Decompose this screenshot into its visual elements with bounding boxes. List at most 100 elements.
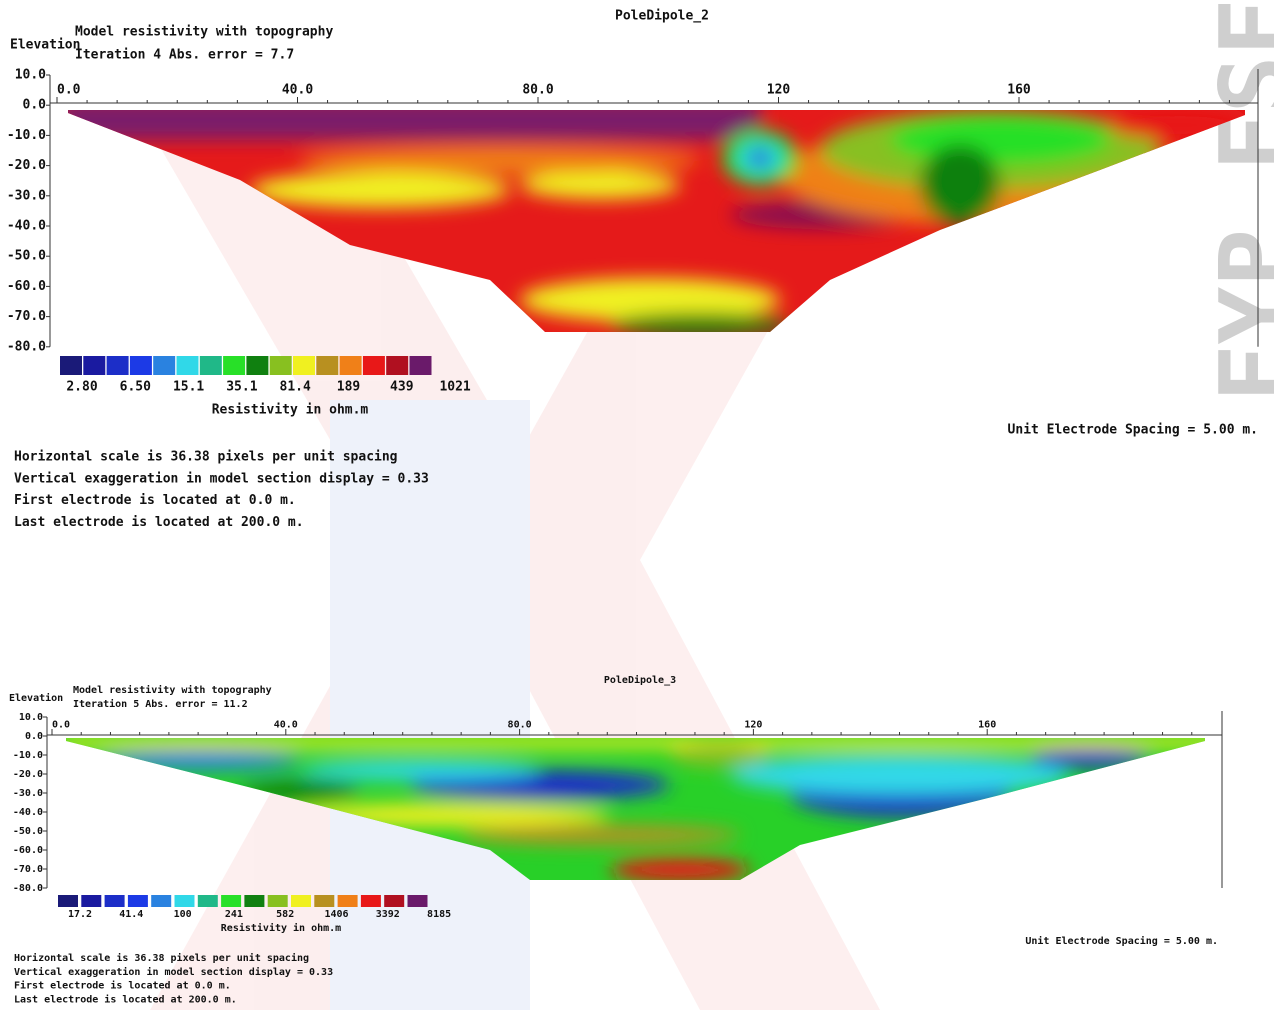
label: -70.0 xyxy=(13,864,43,875)
label: -60.0 xyxy=(13,845,43,856)
label: 17.2 xyxy=(68,909,92,920)
label: Last electrode is located at 200.0 m. xyxy=(14,993,237,1005)
legend-swatch xyxy=(223,356,246,375)
label: Resistivity in ohm.m xyxy=(221,922,341,934)
legend-swatch xyxy=(176,356,199,375)
label: Elevation xyxy=(9,692,63,704)
label: 3392 xyxy=(376,909,400,920)
label: Model resistivity with topography xyxy=(75,25,333,40)
label: Resistivity in ohm.m xyxy=(212,403,369,418)
legend-swatch xyxy=(293,356,315,375)
legend-swatch xyxy=(267,895,288,907)
label: 189 xyxy=(337,380,360,395)
legend-swatch xyxy=(153,356,176,375)
label: 40.0 xyxy=(274,719,298,730)
label: Elevation xyxy=(10,38,80,53)
label: 15.1 xyxy=(173,380,204,395)
label: -10.0 xyxy=(7,128,46,143)
label: -40.0 xyxy=(7,219,46,234)
label: 0.0 xyxy=(25,731,43,742)
label: Iteration 4 Abs. error = 7.7 xyxy=(75,48,294,63)
label: 241 xyxy=(225,909,243,920)
label: 2.80 xyxy=(66,380,97,395)
label: 10.0 xyxy=(19,712,43,723)
label: 80.0 xyxy=(522,83,553,98)
label: PoleDipole_2 xyxy=(615,9,709,24)
legend-swatch xyxy=(127,895,148,907)
label: 81.4 xyxy=(280,380,311,395)
label: Horizontal scale is 36.38 pixels per uni… xyxy=(14,450,398,465)
label: 0.0 xyxy=(23,98,47,113)
legend-swatch xyxy=(244,895,265,907)
label: First electrode is located at 0.0 m. xyxy=(14,493,296,508)
label: Model resistivity with topography xyxy=(73,684,272,696)
label: Iteration 5 Abs. error = 11.2 xyxy=(73,698,248,710)
legend-swatch xyxy=(83,356,106,375)
legend-swatch xyxy=(106,356,129,375)
label: 439 xyxy=(390,380,413,395)
watermark: FYP FSE xyxy=(1199,0,1274,402)
label: 160 xyxy=(978,719,996,730)
label: -60.0 xyxy=(7,279,46,294)
legend-swatch xyxy=(199,356,222,375)
label: PoleDipole_3 xyxy=(604,674,676,686)
legend-swatch xyxy=(221,895,242,907)
legend-swatch xyxy=(314,895,335,907)
legend-swatch xyxy=(384,895,405,907)
legend-swatch xyxy=(291,895,311,907)
label: -50.0 xyxy=(13,826,43,837)
label: 120 xyxy=(744,719,762,730)
legend-swatch xyxy=(60,356,82,375)
label: Unit Electrode Spacing = 5.00 m. xyxy=(1008,423,1258,438)
label: -20.0 xyxy=(7,158,46,173)
label: -20.0 xyxy=(13,769,43,780)
label: Vertical exaggeration in model section d… xyxy=(14,966,333,978)
label: Last electrode is located at 200.0 m. xyxy=(14,515,304,530)
label: -80.0 xyxy=(7,339,46,354)
legend-swatch xyxy=(409,356,432,375)
legend-swatch xyxy=(104,895,125,907)
legend-swatch xyxy=(337,895,358,907)
legend-swatch xyxy=(360,895,381,907)
label: First electrode is located at 0.0 m. xyxy=(14,980,231,992)
legend-swatch xyxy=(339,356,362,375)
legend-swatch xyxy=(174,895,195,907)
label: 35.1 xyxy=(226,380,257,395)
legend-swatch xyxy=(151,895,172,907)
label: 100 xyxy=(174,909,192,920)
legend-swatch xyxy=(129,356,152,375)
label: -10.0 xyxy=(13,750,43,761)
label: 0.0 xyxy=(52,719,70,730)
label: Horizontal scale is 36.38 pixels per uni… xyxy=(14,952,309,964)
legend-swatch xyxy=(81,895,102,907)
legend-swatch xyxy=(197,895,218,907)
legend-swatch xyxy=(386,356,409,375)
legend-swatch xyxy=(269,356,292,375)
label: -40.0 xyxy=(13,807,43,818)
legend-swatch xyxy=(362,356,385,375)
label: -70.0 xyxy=(7,309,46,324)
label: -50.0 xyxy=(7,249,46,264)
label: -30.0 xyxy=(7,188,46,203)
label: 0.0 xyxy=(57,83,81,98)
label: 80.0 xyxy=(508,719,532,730)
legend-swatch xyxy=(246,356,269,375)
label: Unit Electrode Spacing = 5.00 m. xyxy=(1025,935,1218,947)
label: 160 xyxy=(1007,83,1031,98)
legend-swatch xyxy=(407,895,428,907)
label: 1406 xyxy=(324,909,348,920)
label: 10.0 xyxy=(15,68,46,83)
legend-swatch xyxy=(316,356,339,375)
label: 1021 xyxy=(439,380,470,395)
label: -80.0 xyxy=(13,883,43,894)
label: 582 xyxy=(276,909,294,920)
label: -30.0 xyxy=(13,788,43,799)
legend-swatch xyxy=(58,895,78,907)
label: 6.50 xyxy=(120,380,151,395)
label: 120 xyxy=(767,83,791,98)
label: 41.4 xyxy=(119,909,143,920)
label: Vertical exaggeration in model section d… xyxy=(14,471,429,486)
label: 8185 xyxy=(427,909,451,920)
label: 40.0 xyxy=(282,83,313,98)
